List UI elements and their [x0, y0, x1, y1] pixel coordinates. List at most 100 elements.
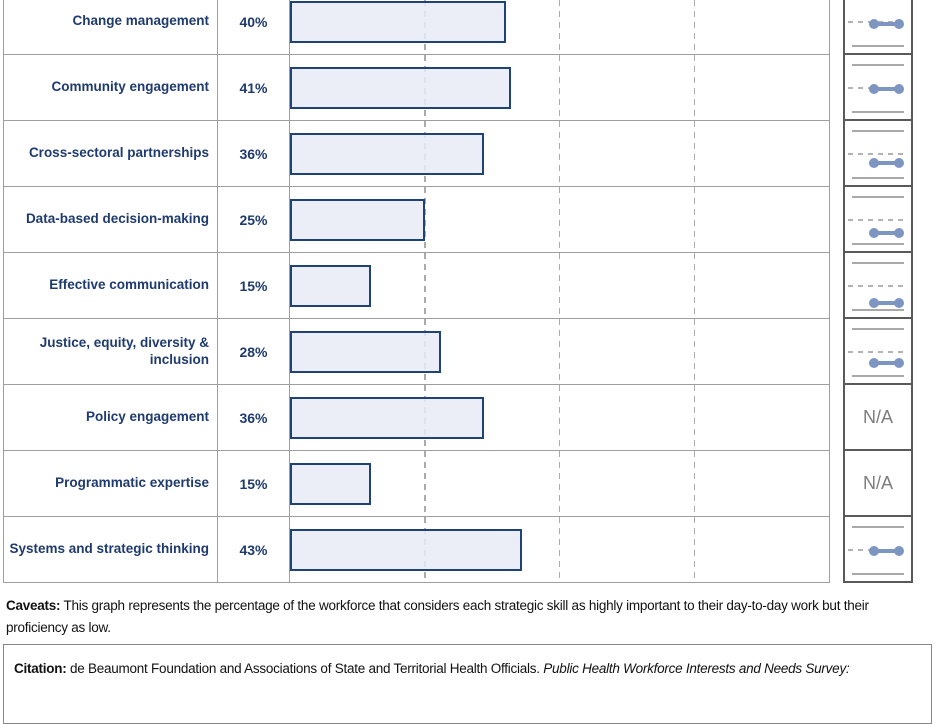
gridline-50 — [558, 253, 561, 318]
percent-value: 15% — [218, 451, 290, 516]
dumbbell-dot-right — [894, 298, 904, 308]
bar — [290, 331, 441, 373]
bar-track — [290, 0, 829, 54]
bar — [290, 133, 485, 175]
dumbbell-dot-right — [894, 228, 904, 238]
trend-guide-dashed — [848, 219, 906, 221]
bar-track — [290, 121, 829, 186]
gridline-50 — [558, 385, 561, 450]
gridline-50 — [558, 517, 561, 582]
table-row: Programmatic expertise 15% — [4, 451, 829, 517]
percent-value: 41% — [218, 55, 290, 120]
trend-cell — [845, 517, 911, 583]
dumbbell-connector — [874, 22, 899, 26]
dumbbell-connector — [874, 361, 899, 365]
gridline-50 — [558, 55, 561, 120]
gridline-75 — [693, 55, 695, 120]
trend-cell — [845, 55, 911, 121]
bar-track — [290, 517, 829, 582]
citation-title-italic: Public Health Workforce Interests and Ne… — [543, 661, 850, 676]
dumbbell-dot-left — [869, 358, 879, 368]
gridline-50 — [558, 121, 561, 186]
trend-guide-bottom — [852, 177, 904, 179]
bar — [290, 529, 522, 571]
gridline-75 — [693, 187, 695, 252]
dumbbell-dot-left — [869, 19, 879, 29]
gridline-75 — [693, 319, 695, 384]
gridline-50 — [558, 451, 561, 516]
gridline-25 — [424, 451, 426, 516]
skill-label: Change management — [4, 0, 218, 54]
trend-guide-dashed — [848, 153, 906, 155]
trend-guide-top — [852, 64, 904, 66]
dumbbell-connector — [874, 161, 899, 165]
trend-guide-bottom — [852, 111, 904, 113]
dumbbell-marker — [845, 298, 911, 308]
trend-guide-dashed — [848, 351, 906, 353]
dumbbell-dot-left — [869, 228, 879, 238]
dumbbell-dot-right — [894, 546, 904, 556]
skill-label: Data-based decision-making — [4, 187, 218, 252]
percent-value: 36% — [218, 121, 290, 186]
caveats-note: Caveats: This graph represents the perce… — [6, 595, 920, 638]
bar — [290, 397, 485, 439]
percent-value: 15% — [218, 253, 290, 318]
caveats-label: Caveats: — [6, 598, 61, 613]
table-row: Justice, equity, diversity & inclusion 2… — [4, 319, 829, 385]
dumbbell-marker — [845, 19, 911, 29]
percent-value: 40% — [218, 0, 290, 54]
trend-guide-top — [852, 196, 904, 198]
trend-cell — [845, 253, 911, 319]
trend-column: N/A N/A — [843, 0, 913, 583]
dumbbell-marker — [845, 546, 911, 556]
gridline-75 — [693, 385, 695, 450]
table-row: Data-based decision-making 25% — [4, 187, 829, 253]
gridline-50 — [558, 319, 561, 384]
trend-guide-top — [852, 262, 904, 264]
bar-track — [290, 55, 829, 120]
dumbbell-marker — [845, 228, 911, 238]
dumbbell-dot-left — [869, 546, 879, 556]
trend-cell: N/A — [845, 451, 911, 517]
dumbbell-dot-left — [869, 158, 879, 168]
skill-label: Cross-sectoral partnerships — [4, 121, 218, 186]
percent-value: 43% — [218, 517, 290, 582]
dumbbell-connector — [874, 549, 899, 553]
bar — [290, 265, 371, 307]
trend-cell — [845, 319, 911, 385]
dumbbell-dot-left — [869, 84, 879, 94]
gridline-75 — [693, 517, 695, 582]
bar — [290, 199, 425, 241]
skill-label: Effective communication — [4, 253, 218, 318]
trend-guide-bottom — [852, 243, 904, 245]
trend-guide-dashed — [848, 285, 906, 287]
trend-guide-top — [852, 130, 904, 132]
bar-track — [290, 253, 829, 318]
dumbbell-connector — [874, 231, 899, 235]
caveats-text: This graph represents the percentage of … — [6, 598, 869, 635]
dumbbell-marker — [845, 84, 911, 94]
bar-track — [290, 451, 829, 516]
skill-label: Justice, equity, diversity & inclusion — [4, 319, 218, 384]
table-row: Systems and strategic thinking 43% — [4, 517, 829, 583]
dumbbell-connector — [874, 301, 899, 305]
skill-label: Systems and strategic thinking — [4, 517, 218, 582]
trend-cell — [845, 121, 911, 187]
gridline-25 — [424, 187, 426, 252]
trend-guide-bottom — [852, 45, 904, 47]
bar-track — [290, 319, 829, 384]
table-row: Cross-sectoral partnerships 36% — [4, 121, 829, 187]
dumbbell-dot-right — [894, 158, 904, 168]
trend-cell: N/A — [845, 385, 911, 451]
gridline-75 — [693, 451, 695, 516]
rows: Change management 40% Community engageme… — [4, 0, 829, 583]
trend-guide-bottom — [852, 375, 904, 377]
trend-guide-top — [852, 328, 904, 330]
bar — [290, 463, 371, 505]
percent-value: 25% — [218, 187, 290, 252]
trend-cell — [845, 0, 911, 55]
bar — [290, 1, 506, 43]
dumbbell-marker — [845, 158, 911, 168]
citation-text: de Beaumont Foundation and Associations … — [66, 661, 544, 676]
dumbbell-dot-right — [894, 84, 904, 94]
